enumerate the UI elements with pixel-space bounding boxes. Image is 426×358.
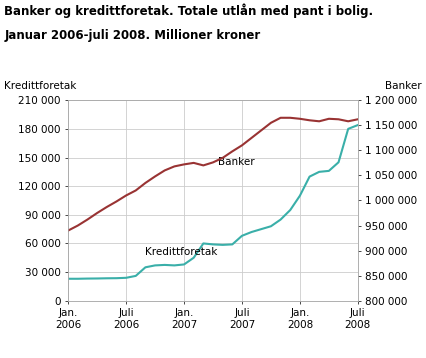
Text: Banker og kredittforetak. Totale utlån med pant i bolig.: Banker og kredittforetak. Totale utlån m… bbox=[4, 4, 373, 18]
Text: Kredittforetak: Kredittforetak bbox=[145, 247, 218, 257]
Text: Kredittforetak: Kredittforetak bbox=[4, 81, 77, 91]
Text: Banker: Banker bbox=[218, 157, 254, 167]
Text: Januar 2006-juli 2008. Millioner kroner: Januar 2006-juli 2008. Millioner kroner bbox=[4, 29, 261, 42]
Text: Banker: Banker bbox=[385, 81, 422, 91]
